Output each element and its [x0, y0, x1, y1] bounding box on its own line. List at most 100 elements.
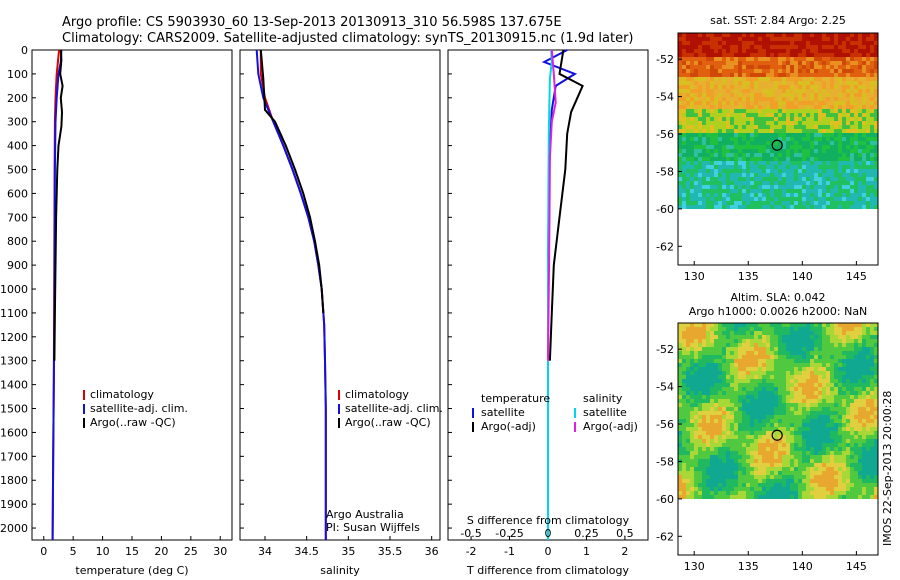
sst-map-cell [690, 189, 694, 193]
sst-map-cell [806, 77, 810, 81]
sst-map-cell [734, 141, 738, 145]
sst-map-cell [762, 121, 766, 125]
sst-map-cell [678, 125, 682, 129]
sst-map-cell [778, 109, 782, 113]
sst-map-cell [810, 205, 814, 209]
sla-map-cell [718, 467, 722, 471]
sla-map-cell [714, 343, 718, 347]
sst-map-cell [838, 185, 842, 189]
sst-map-cell [858, 49, 862, 53]
sla-map-cell [810, 471, 814, 475]
sst-map-cell [782, 185, 786, 189]
sst-map-cell [858, 157, 862, 161]
sla-map-cell [714, 491, 718, 495]
sst-map-cell [858, 185, 862, 189]
sst-map-cell [754, 165, 758, 169]
sla-map-cell [866, 403, 870, 407]
sla-map-cell [830, 435, 834, 439]
sla-map-cell [698, 447, 702, 451]
sla-map-cell [842, 451, 846, 455]
sla-map-cell [806, 375, 810, 379]
sst-map-cell [858, 113, 862, 117]
sla-map-cell [766, 439, 770, 443]
sst-map-cell [778, 101, 782, 105]
sla-map-cell [854, 387, 858, 391]
sst-map-cell [742, 89, 746, 93]
sla-map-cell [766, 339, 770, 343]
sst-map-cell [698, 97, 702, 101]
sst-map-cell [714, 121, 718, 125]
sst-map-cell [794, 137, 798, 141]
sla-map-cell [766, 371, 770, 375]
sst-map-cell [690, 145, 694, 149]
sla-map-cell [706, 423, 710, 427]
sla-map-cell [866, 371, 870, 375]
sst-map-cell [710, 205, 714, 209]
sst-map-cell [802, 201, 806, 205]
sla-map-cell [754, 363, 758, 367]
sla-map-cell [762, 487, 766, 491]
sla-map-cell [850, 395, 854, 399]
sst-map-cell [758, 49, 762, 53]
sst-map-cell [770, 77, 774, 81]
sla-map-cell [746, 483, 750, 487]
sla-map-cell [806, 395, 810, 399]
sla-map-cell [730, 395, 734, 399]
sla-map-cell [690, 395, 694, 399]
sla-map-cell [862, 407, 866, 411]
sst-map-cell [834, 93, 838, 97]
sla-map-cell [826, 475, 830, 479]
sst-map-cell [770, 149, 774, 153]
sst-map-cell [746, 33, 750, 37]
sst-map-cell [862, 73, 866, 77]
sst-map-cell [714, 113, 718, 117]
sst-map-cell [782, 201, 786, 205]
sla-map-cell [762, 431, 766, 435]
sla-map-cell [782, 487, 786, 491]
sla-map-cell [846, 443, 850, 447]
sst-map-cell [866, 65, 870, 69]
sst-map-cell [734, 177, 738, 181]
sst-map-cell [798, 189, 802, 193]
sla-map-cell [746, 359, 750, 363]
sla-map-cell [838, 459, 842, 463]
sst-map-cell [826, 129, 830, 133]
sla-map-cell [866, 431, 870, 435]
sst-map-cell [678, 161, 682, 165]
temperature-ytick-label: 400 [7, 140, 28, 153]
sla-map-cell [714, 459, 718, 463]
sst-map-cell [838, 93, 842, 97]
sla-map-cell [810, 379, 814, 383]
sla-map-cell [746, 435, 750, 439]
sla-map-cell [794, 451, 798, 455]
sst-map-cell [694, 129, 698, 133]
sst-map-cell [714, 117, 718, 121]
sla-map-cell [706, 467, 710, 471]
sst-map-cell [754, 153, 758, 157]
sla-map-cell [714, 375, 718, 379]
sst-map-cell [838, 77, 842, 81]
sst-map-cell [842, 85, 846, 89]
sst-map-cell [698, 201, 702, 205]
sst-map-cell [722, 165, 726, 169]
sla-map-cell [762, 443, 766, 447]
sla-map-cell [822, 355, 826, 359]
sla-map-cell [758, 459, 762, 463]
sla-map-cell [794, 327, 798, 331]
sst-map-cell [798, 53, 802, 57]
sla-map-cell [734, 335, 738, 339]
sla-map-cell [822, 459, 826, 463]
sla-map-cell [814, 355, 818, 359]
sla-map-cell [694, 467, 698, 471]
sla-map-cell [826, 395, 830, 399]
sla-map-cell [846, 351, 850, 355]
sst-map-cell [842, 73, 846, 77]
sst-map-cell [734, 149, 738, 153]
sla-map-cell [846, 347, 850, 351]
sst-map-cell [738, 97, 742, 101]
sla-map-cell [822, 331, 826, 335]
sla-map-cell [754, 399, 758, 403]
sla-map-cell [790, 479, 794, 483]
sla-map-cell [786, 347, 790, 351]
sst-map-cell [770, 85, 774, 89]
